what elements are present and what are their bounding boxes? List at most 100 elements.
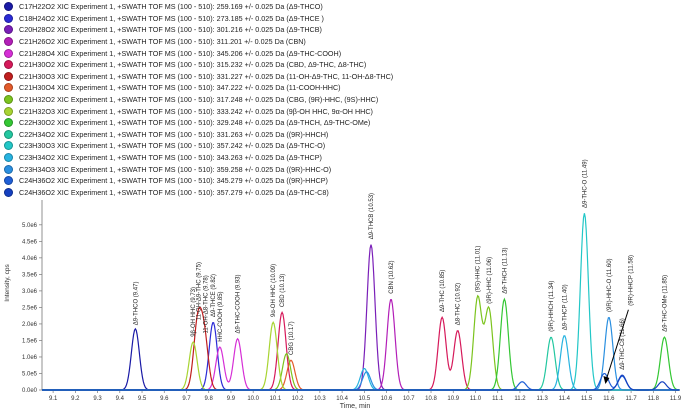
- legend-label: C22H30O2 XIC Experiment 1, +SWATH TOF MS…: [19, 118, 371, 128]
- legend-marker-icon: [4, 141, 13, 151]
- legend-item: C23H34O2 XIC Experiment 1, +SWATH TOF MS…: [4, 152, 454, 164]
- x-tick-label: 10.0: [247, 396, 259, 402]
- legend-item: C21H30O3 XIC Experiment 1, +SWATH TOF MS…: [4, 71, 454, 83]
- peak-label: Δ9-THC-COOH (9.93): [236, 274, 242, 333]
- y-tick-label: 5.0e5: [22, 371, 38, 377]
- x-tick-label: 10.5: [358, 396, 370, 402]
- peak-label: (9S)-HHC (11.01): [476, 246, 482, 293]
- legend-marker-icon: [4, 48, 13, 58]
- legend-marker-icon: [4, 106, 13, 116]
- legend-marker-icon: [4, 83, 13, 93]
- legend-marker-icon: [4, 37, 13, 47]
- x-tick-label: 11.2: [514, 396, 526, 402]
- peak-label: 11-OH-Δ9-THC (9.75): [197, 262, 203, 320]
- arrow-line: [605, 309, 629, 380]
- x-tick-label: 11.4: [559, 396, 571, 402]
- y-tick-label: 2.5e6: [22, 305, 38, 311]
- xic-trace-line: [42, 327, 680, 391]
- xic-trace-line: [42, 322, 680, 391]
- x-tick-label: 9.7: [182, 396, 191, 402]
- legend-marker-icon: [4, 95, 13, 105]
- peak-labels: Δ9-THCO (9.47) 9β-OH HHC (9.73) 11-OH-Δ9-T…: [133, 159, 668, 385]
- peak-label: (9R)-HHC-O (11.60): [607, 258, 613, 312]
- legend-label: C21H30O2 XIC Experiment 1, +SWATH TOF MS…: [19, 60, 367, 70]
- legend-item: C21H32O3 XIC Experiment 1, +SWATH TOF MS…: [4, 105, 454, 117]
- legend-marker-icon: [4, 2, 13, 12]
- x-tick-label: 9.8: [205, 396, 214, 402]
- x-tick-label: 10.7: [403, 396, 415, 402]
- x-tick-label: 11.0: [470, 396, 482, 402]
- y-tick-label: 4.0e6: [22, 256, 38, 262]
- legend-item: C21H30O4 XIC Experiment 1, +SWATH TOF MS…: [4, 82, 454, 94]
- legend-label: C24H36O2 XIC Experiment 1, +SWATH TOF MS…: [19, 176, 328, 186]
- legend-marker-icon: [4, 176, 13, 186]
- legend-marker-icon: [4, 118, 13, 128]
- peak-label: Δ9-THCE (9.82): [211, 274, 217, 317]
- legend-label: C20H28O2 XIC Experiment 1, +SWATH TOF MS…: [19, 25, 322, 35]
- y-tick-label: 4.5e6: [22, 239, 38, 245]
- xic-trace-line: [42, 321, 680, 391]
- peak-label: Δ9-THCB (10.53): [369, 193, 375, 239]
- x-tick-label: 9.3: [93, 396, 102, 402]
- peak-label: (9R)-HHC (11.06): [487, 257, 493, 304]
- legend-item: C22H30O2 XIC Experiment 1, +SWATH TOF MS…: [4, 117, 454, 129]
- legend-marker-icon: [4, 164, 13, 174]
- legend-item: C24H36O2 XIC Experiment 1, +SWATH TOF MS…: [4, 175, 454, 187]
- y-tick-label: 3.0e6: [22, 289, 38, 295]
- legend-item: C21H32O2 XIC Experiment 1, +SWATH TOF MS…: [4, 94, 454, 106]
- legend-item: C24H36O2 XIC Experiment 1, +SWATH TOF MS…: [4, 187, 454, 199]
- legend-item: C18H24O2 XIC Experiment 1, +SWATH TOF MS…: [4, 13, 454, 25]
- x-tick-label: 11.5: [581, 396, 593, 402]
- legend-marker-icon: [4, 60, 13, 70]
- x-tick-label: 10.6: [381, 396, 393, 402]
- chart-traces: [42, 213, 680, 391]
- peak-label: Δ9-THCH (11.13): [502, 248, 508, 294]
- x-tick-label: 9.9: [227, 396, 236, 402]
- peak-label: 9β-OH HHC (9.73): [191, 287, 197, 337]
- x-tick-label: 9.6: [160, 396, 169, 402]
- x-tick-label: 11.9: [670, 396, 682, 402]
- x-tick-label: 10.3: [314, 396, 326, 402]
- x-axis-label: Time, min: [340, 403, 371, 410]
- legend-label: C21H30O4 XIC Experiment 1, +SWATH TOF MS…: [19, 83, 341, 93]
- legend-label: C23H34O3 XIC Experiment 1, +SWATH TOF MS…: [19, 164, 332, 174]
- y-tick-label: 3.5e6: [22, 272, 38, 278]
- xic-trace-line: [42, 374, 680, 391]
- legend-item: C21H30O2 XIC Experiment 1, +SWATH TOF MS…: [4, 59, 454, 71]
- legend-label: C18H24O2 XIC Experiment 1, +SWATH TOF MS…: [19, 13, 324, 23]
- legend-label: C24H36O2 XIC Experiment 1, +SWATH TOF MS…: [19, 187, 329, 197]
- peak-label: Δ9-THC-O (11.49): [582, 159, 588, 208]
- xic-trace-line: [42, 317, 680, 391]
- x-tick-label: 10.1: [270, 396, 282, 402]
- peak-label: Δ8-THC (10.92): [456, 283, 462, 325]
- legend-label: C23H34O2 XIC Experiment 1, +SWATH TOF MS…: [19, 153, 322, 163]
- x-tick-label: 9.1: [49, 396, 58, 402]
- y-axis-label: Intensity, cps: [4, 264, 11, 302]
- legend-marker-icon: [4, 25, 13, 35]
- legend-item: C22H34O2 XIC Experiment 1, +SWATH TOF MS…: [4, 129, 454, 141]
- x-tick-label: 10.9: [447, 396, 459, 402]
- peak-label: Δ9-THCO (9.47): [133, 282, 139, 326]
- legend-label: C21H30O3 XIC Experiment 1, +SWATH TOF MS…: [19, 71, 394, 81]
- legend-item: C21H28O4 XIC Experiment 1, +SWATH TOF MS…: [4, 47, 454, 59]
- legend-label: C23H30O3 XIC Experiment 1, +SWATH TOF MS…: [19, 141, 326, 151]
- peak-label: 11-OH-Δ8-THC (9.78): [203, 275, 209, 333]
- x-tick-label: 11.6: [603, 396, 615, 402]
- x-tick-label: 9.5: [138, 396, 147, 402]
- x-tick-label: 11.3: [537, 396, 549, 402]
- legend-label: C21H32O3 XIC Experiment 1, +SWATH TOF MS…: [19, 106, 373, 116]
- legend-item: C23H34O3 XIC Experiment 1, +SWATH TOF MS…: [4, 163, 454, 175]
- peak-label: Δ9-THC (10.85): [440, 270, 446, 312]
- legend-marker-icon: [4, 187, 13, 197]
- legend-label: C21H26O2 XIC Experiment 1, +SWATH TOF MS…: [19, 37, 306, 47]
- legend-label: C21H28O4 XIC Experiment 1, +SWATH TOF MS…: [19, 48, 342, 58]
- peak-label: Δ9-THC-C8 (11.66): [620, 318, 626, 370]
- legend-marker-icon: [4, 13, 13, 23]
- y-tick-label: 2.0e6: [22, 322, 38, 328]
- chart-legend: C17H22O2 XIC Experiment 1, +SWATH TOF MS…: [4, 1, 454, 198]
- peak-label: HHC-COOH (9.85): [218, 291, 224, 341]
- peak-label: Δ9-THCP (11.40): [562, 284, 568, 330]
- legend-label: C22H34O2 XIC Experiment 1, +SWATH TOF MS…: [19, 129, 329, 139]
- peak-label: CBG (10.17): [289, 321, 295, 355]
